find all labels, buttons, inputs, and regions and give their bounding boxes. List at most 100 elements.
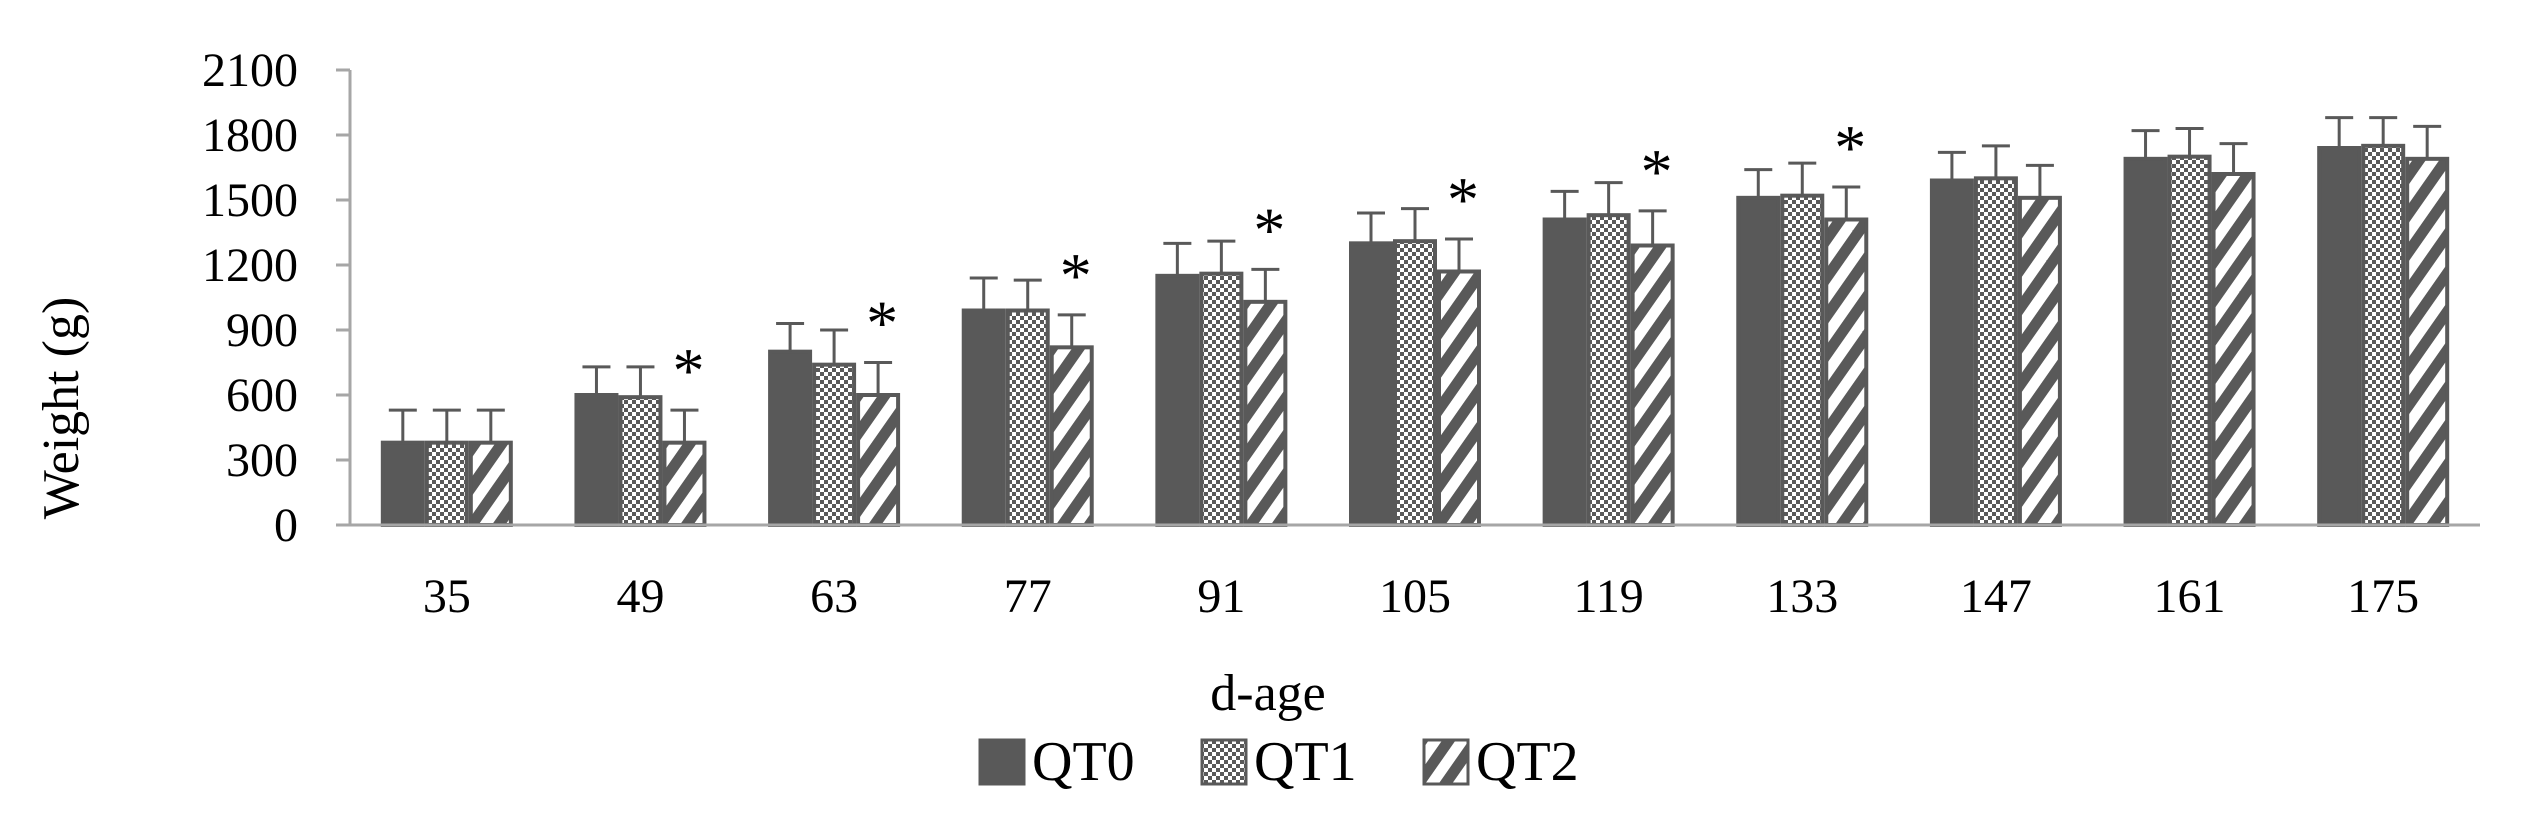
- error-bar-qt0-147: [1937, 150, 1966, 181]
- x-tick-label-147: 147: [1960, 570, 2032, 623]
- legend: QT0 QT1 QT2: [978, 731, 1579, 793]
- error-bar-qt0-77: [969, 276, 998, 311]
- error-bar-qt0-35: [388, 408, 417, 443]
- bar-qt2-175: [2405, 156, 2450, 527]
- significance-marker-133: *: [1834, 112, 1866, 183]
- y-tick-label-1500: 1500: [202, 174, 298, 227]
- error-bar-qt0-175: [2325, 116, 2354, 148]
- significance-marker-63: *: [866, 288, 898, 359]
- bar-qt0-49: [574, 393, 619, 527]
- bar-qt2-77: [1049, 345, 1094, 528]
- error-bar-qt2-105: [1445, 237, 1473, 272]
- y-axis: 0 300 600 900 1200 1500 1800 2100: [202, 44, 352, 552]
- y-tick-label-600: 600: [226, 369, 298, 422]
- error-bar-qt1-133: [1788, 161, 1817, 196]
- x-tick-label-175: 175: [2347, 570, 2419, 623]
- y-tick-label-0: 0: [274, 499, 298, 552]
- bar-qt2-133: [1824, 217, 1869, 527]
- y-tick-label-900: 900: [226, 304, 298, 357]
- error-bar-qt2-63: [864, 361, 893, 395]
- x-tick-label-49: 49: [616, 570, 664, 623]
- significance-marker-49: *: [672, 335, 704, 406]
- error-bar-qt0-119: [1550, 189, 1579, 220]
- bar-qt0-147: [1929, 178, 1974, 527]
- error-bar-qt1-77: [1013, 278, 1042, 311]
- bar-qt1-105: [1393, 239, 1437, 528]
- significance-marker-119: *: [1641, 136, 1673, 207]
- bar-qt1-49: [618, 395, 663, 527]
- error-bar-qt2-49: [670, 408, 699, 443]
- legend-swatch-qt1: [1200, 738, 1248, 786]
- error-bar-qt1-49: [626, 365, 655, 398]
- legend-item-qt1: QT1: [1200, 731, 1357, 793]
- bar-qt2-91: [1243, 299, 1288, 528]
- x-tick-label-105: 105: [1379, 570, 1451, 623]
- x-tick-label-161: 161: [2154, 570, 2226, 623]
- plot-area: * * * * * * *: [380, 112, 2450, 528]
- error-bar-qt1-91: [1207, 239, 1236, 274]
- significance-marker-77: *: [1060, 240, 1092, 311]
- x-tick-label-133: 133: [1766, 570, 1838, 623]
- error-bar-qt1-105: [1401, 207, 1429, 242]
- error-bar-qt2-119: [1638, 209, 1667, 246]
- bar-qt0-119: [1542, 217, 1587, 527]
- bar-qt2-35: [468, 440, 513, 527]
- error-bar-qt1-35: [432, 408, 461, 443]
- bar-qt0-35: [380, 440, 425, 527]
- bar-qt2-63: [856, 393, 901, 527]
- x-axis-title: d-age: [1210, 665, 1325, 722]
- bar-qt1-35: [424, 440, 469, 527]
- error-bar-qt1-175: [2369, 116, 2398, 146]
- bar-qt2-49: [662, 440, 707, 527]
- x-tick-label-119: 119: [1574, 570, 1644, 623]
- bar-qt1-63: [812, 362, 857, 527]
- legend-label-qt2: QT2: [1476, 731, 1579, 793]
- y-tick-label-2100: 2100: [202, 44, 298, 97]
- bar-qt0-105: [1349, 241, 1393, 527]
- y-tick-label-1800: 1800: [202, 109, 298, 162]
- legend-swatch-qt2: [1422, 738, 1470, 786]
- error-bar-qt1-161: [2175, 127, 2204, 157]
- legend-label-qt0: QT0: [1032, 731, 1135, 793]
- error-bar-qt0-161: [2131, 129, 2160, 159]
- y-tick-label-1200: 1200: [202, 239, 298, 292]
- bar-qt0-77: [961, 308, 1006, 527]
- significance-marker-105: *: [1447, 164, 1479, 235]
- bar-qt0-133: [1736, 195, 1781, 527]
- error-bar-qt2-77: [1057, 313, 1086, 348]
- bar-qt2-105: [1437, 269, 1481, 527]
- error-bar-qt0-63: [776, 322, 805, 352]
- error-bar-qt1-147: [1981, 144, 2010, 179]
- error-bar-qt2-161: [2219, 142, 2248, 174]
- bar-qt0-63: [768, 349, 813, 527]
- error-bar-qt0-49: [582, 365, 611, 395]
- bar-qt0-91: [1155, 273, 1200, 528]
- y-tick-label-300: 300: [226, 434, 298, 487]
- x-tick-label-91: 91: [1197, 570, 1245, 623]
- error-bar-qt2-175: [2413, 124, 2442, 159]
- bar-qt1-119: [1586, 213, 1631, 528]
- bar-qt2-147: [2017, 195, 2062, 527]
- legend-swatch-qt0: [978, 738, 1026, 786]
- bar-qt0-175: [2317, 146, 2362, 527]
- error-bar-qt0-91: [1163, 241, 1192, 276]
- error-bar-qt2-133: [1832, 185, 1861, 220]
- bar-qt0-161: [2123, 156, 2168, 527]
- bar-qt1-91: [1199, 271, 1244, 527]
- error-bar-qt2-35: [476, 408, 505, 443]
- x-tick-label-63: 63: [810, 570, 858, 623]
- error-bar-qt1-63: [820, 328, 849, 365]
- bar-qt1-147: [1973, 176, 2018, 527]
- error-bar-qt1-119: [1594, 181, 1623, 216]
- error-bar-qt2-91: [1251, 267, 1280, 302]
- error-bar-qt2-147: [2025, 163, 2054, 198]
- x-tick-label-77: 77: [1004, 570, 1052, 623]
- bar-qt1-133: [1780, 193, 1825, 528]
- bar-qt1-161: [2167, 154, 2212, 528]
- legend-item-qt2: QT2: [1422, 731, 1579, 793]
- legend-item-qt0: QT0: [978, 731, 1135, 793]
- bar-qt2-119: [1630, 243, 1675, 527]
- bar-qt1-77: [1005, 308, 1050, 527]
- legend-label-qt1: QT1: [1254, 731, 1357, 793]
